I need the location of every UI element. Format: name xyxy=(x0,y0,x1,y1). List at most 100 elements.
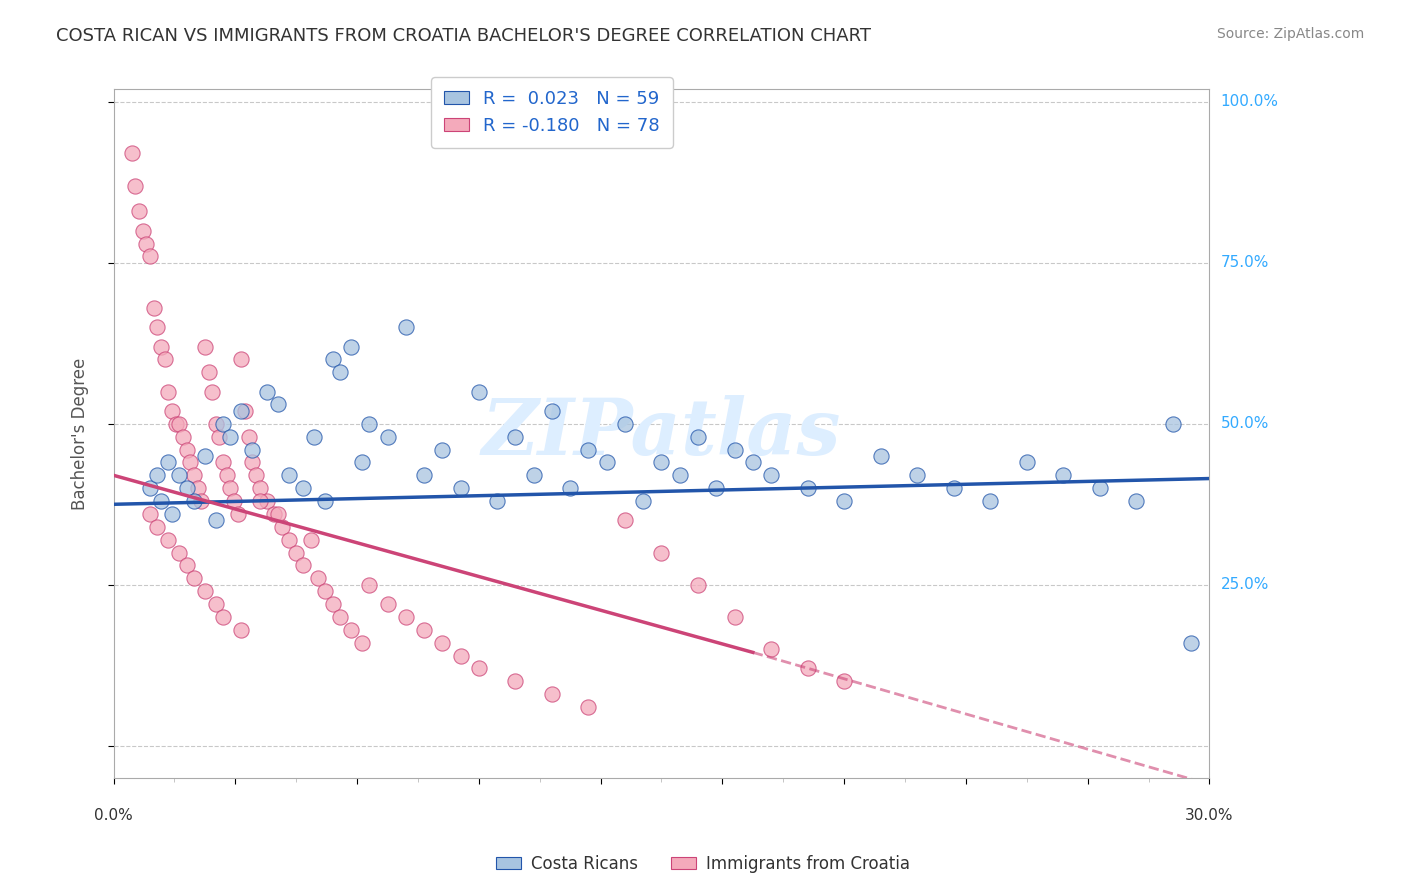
Point xyxy=(187,481,209,495)
Point xyxy=(231,623,253,637)
Point xyxy=(231,404,253,418)
Point xyxy=(139,507,162,521)
Point xyxy=(121,146,143,161)
Point xyxy=(686,578,709,592)
Point xyxy=(631,494,654,508)
Point xyxy=(322,352,344,367)
Legend: Costa Ricans, Immigrants from Croatia: Costa Ricans, Immigrants from Croatia xyxy=(489,848,917,880)
Point xyxy=(150,494,173,508)
Point xyxy=(686,430,709,444)
Point xyxy=(1088,481,1111,495)
Point xyxy=(240,455,263,469)
Point xyxy=(205,597,228,611)
Point xyxy=(267,397,290,411)
Point xyxy=(157,384,180,399)
Point xyxy=(183,571,205,585)
Point xyxy=(146,468,169,483)
Point xyxy=(194,340,217,354)
Point xyxy=(183,468,205,483)
Point xyxy=(359,578,381,592)
Point xyxy=(277,468,299,483)
Point xyxy=(176,558,198,573)
Point xyxy=(340,340,363,354)
Point xyxy=(613,513,636,527)
Point xyxy=(128,204,150,219)
Point xyxy=(183,494,205,508)
Point xyxy=(304,430,326,444)
Point xyxy=(245,468,267,483)
Point xyxy=(197,365,219,379)
Point xyxy=(169,417,191,431)
Point xyxy=(905,468,928,483)
Point xyxy=(432,636,454,650)
Legend: R =  0.023   N = 59, R = -0.180   N = 78: R = 0.023 N = 59, R = -0.180 N = 78 xyxy=(432,78,672,148)
Point xyxy=(233,404,256,418)
Point xyxy=(314,494,336,508)
Point xyxy=(135,236,157,251)
Point xyxy=(277,533,299,547)
Point xyxy=(256,494,278,508)
Point xyxy=(486,494,509,508)
Point xyxy=(869,449,891,463)
Point xyxy=(285,545,308,559)
Point xyxy=(832,494,855,508)
Point xyxy=(165,417,187,431)
Point xyxy=(468,384,491,399)
Point xyxy=(190,494,212,508)
Point xyxy=(157,455,180,469)
Point xyxy=(179,455,201,469)
Point xyxy=(240,442,263,457)
Text: Source: ZipAtlas.com: Source: ZipAtlas.com xyxy=(1216,27,1364,41)
Text: 30.0%: 30.0% xyxy=(1185,808,1233,823)
Point xyxy=(796,661,818,675)
Point xyxy=(299,533,322,547)
Point xyxy=(212,455,235,469)
Point xyxy=(668,468,690,483)
Point xyxy=(595,455,617,469)
Point xyxy=(450,481,472,495)
Point xyxy=(468,661,491,675)
Point xyxy=(413,623,436,637)
Point xyxy=(350,636,373,650)
Text: COSTA RICAN VS IMMIGRANTS FROM CROATIA BACHELOR'S DEGREE CORRELATION CHART: COSTA RICAN VS IMMIGRANTS FROM CROATIA B… xyxy=(56,27,872,45)
Point xyxy=(146,320,169,334)
Point xyxy=(292,481,315,495)
Point xyxy=(523,468,546,483)
Point xyxy=(505,674,527,689)
Point xyxy=(613,417,636,431)
Point xyxy=(205,417,228,431)
Point xyxy=(1125,494,1147,508)
Point xyxy=(231,352,253,367)
Text: 100.0%: 100.0% xyxy=(1220,95,1278,110)
Point xyxy=(194,449,217,463)
Point xyxy=(212,610,235,624)
Y-axis label: Bachelor's Degree: Bachelor's Degree xyxy=(72,358,89,509)
Point xyxy=(292,558,315,573)
Point xyxy=(249,494,271,508)
Point xyxy=(150,340,173,354)
Point xyxy=(560,481,582,495)
Point xyxy=(759,642,782,657)
Point xyxy=(176,442,198,457)
Point xyxy=(176,481,198,495)
Point xyxy=(263,507,285,521)
Point xyxy=(219,481,242,495)
Point xyxy=(505,430,527,444)
Point xyxy=(395,320,418,334)
Point xyxy=(208,430,231,444)
Point xyxy=(172,430,194,444)
Point xyxy=(169,545,191,559)
Point xyxy=(157,533,180,547)
Point xyxy=(238,430,260,444)
Point xyxy=(413,468,436,483)
Point xyxy=(979,494,1001,508)
Point xyxy=(359,417,381,431)
Point xyxy=(307,571,329,585)
Point xyxy=(450,648,472,663)
Point xyxy=(139,249,162,263)
Point xyxy=(194,584,217,599)
Point xyxy=(314,584,336,599)
Point xyxy=(704,481,727,495)
Point xyxy=(377,597,399,611)
Point xyxy=(201,384,224,399)
